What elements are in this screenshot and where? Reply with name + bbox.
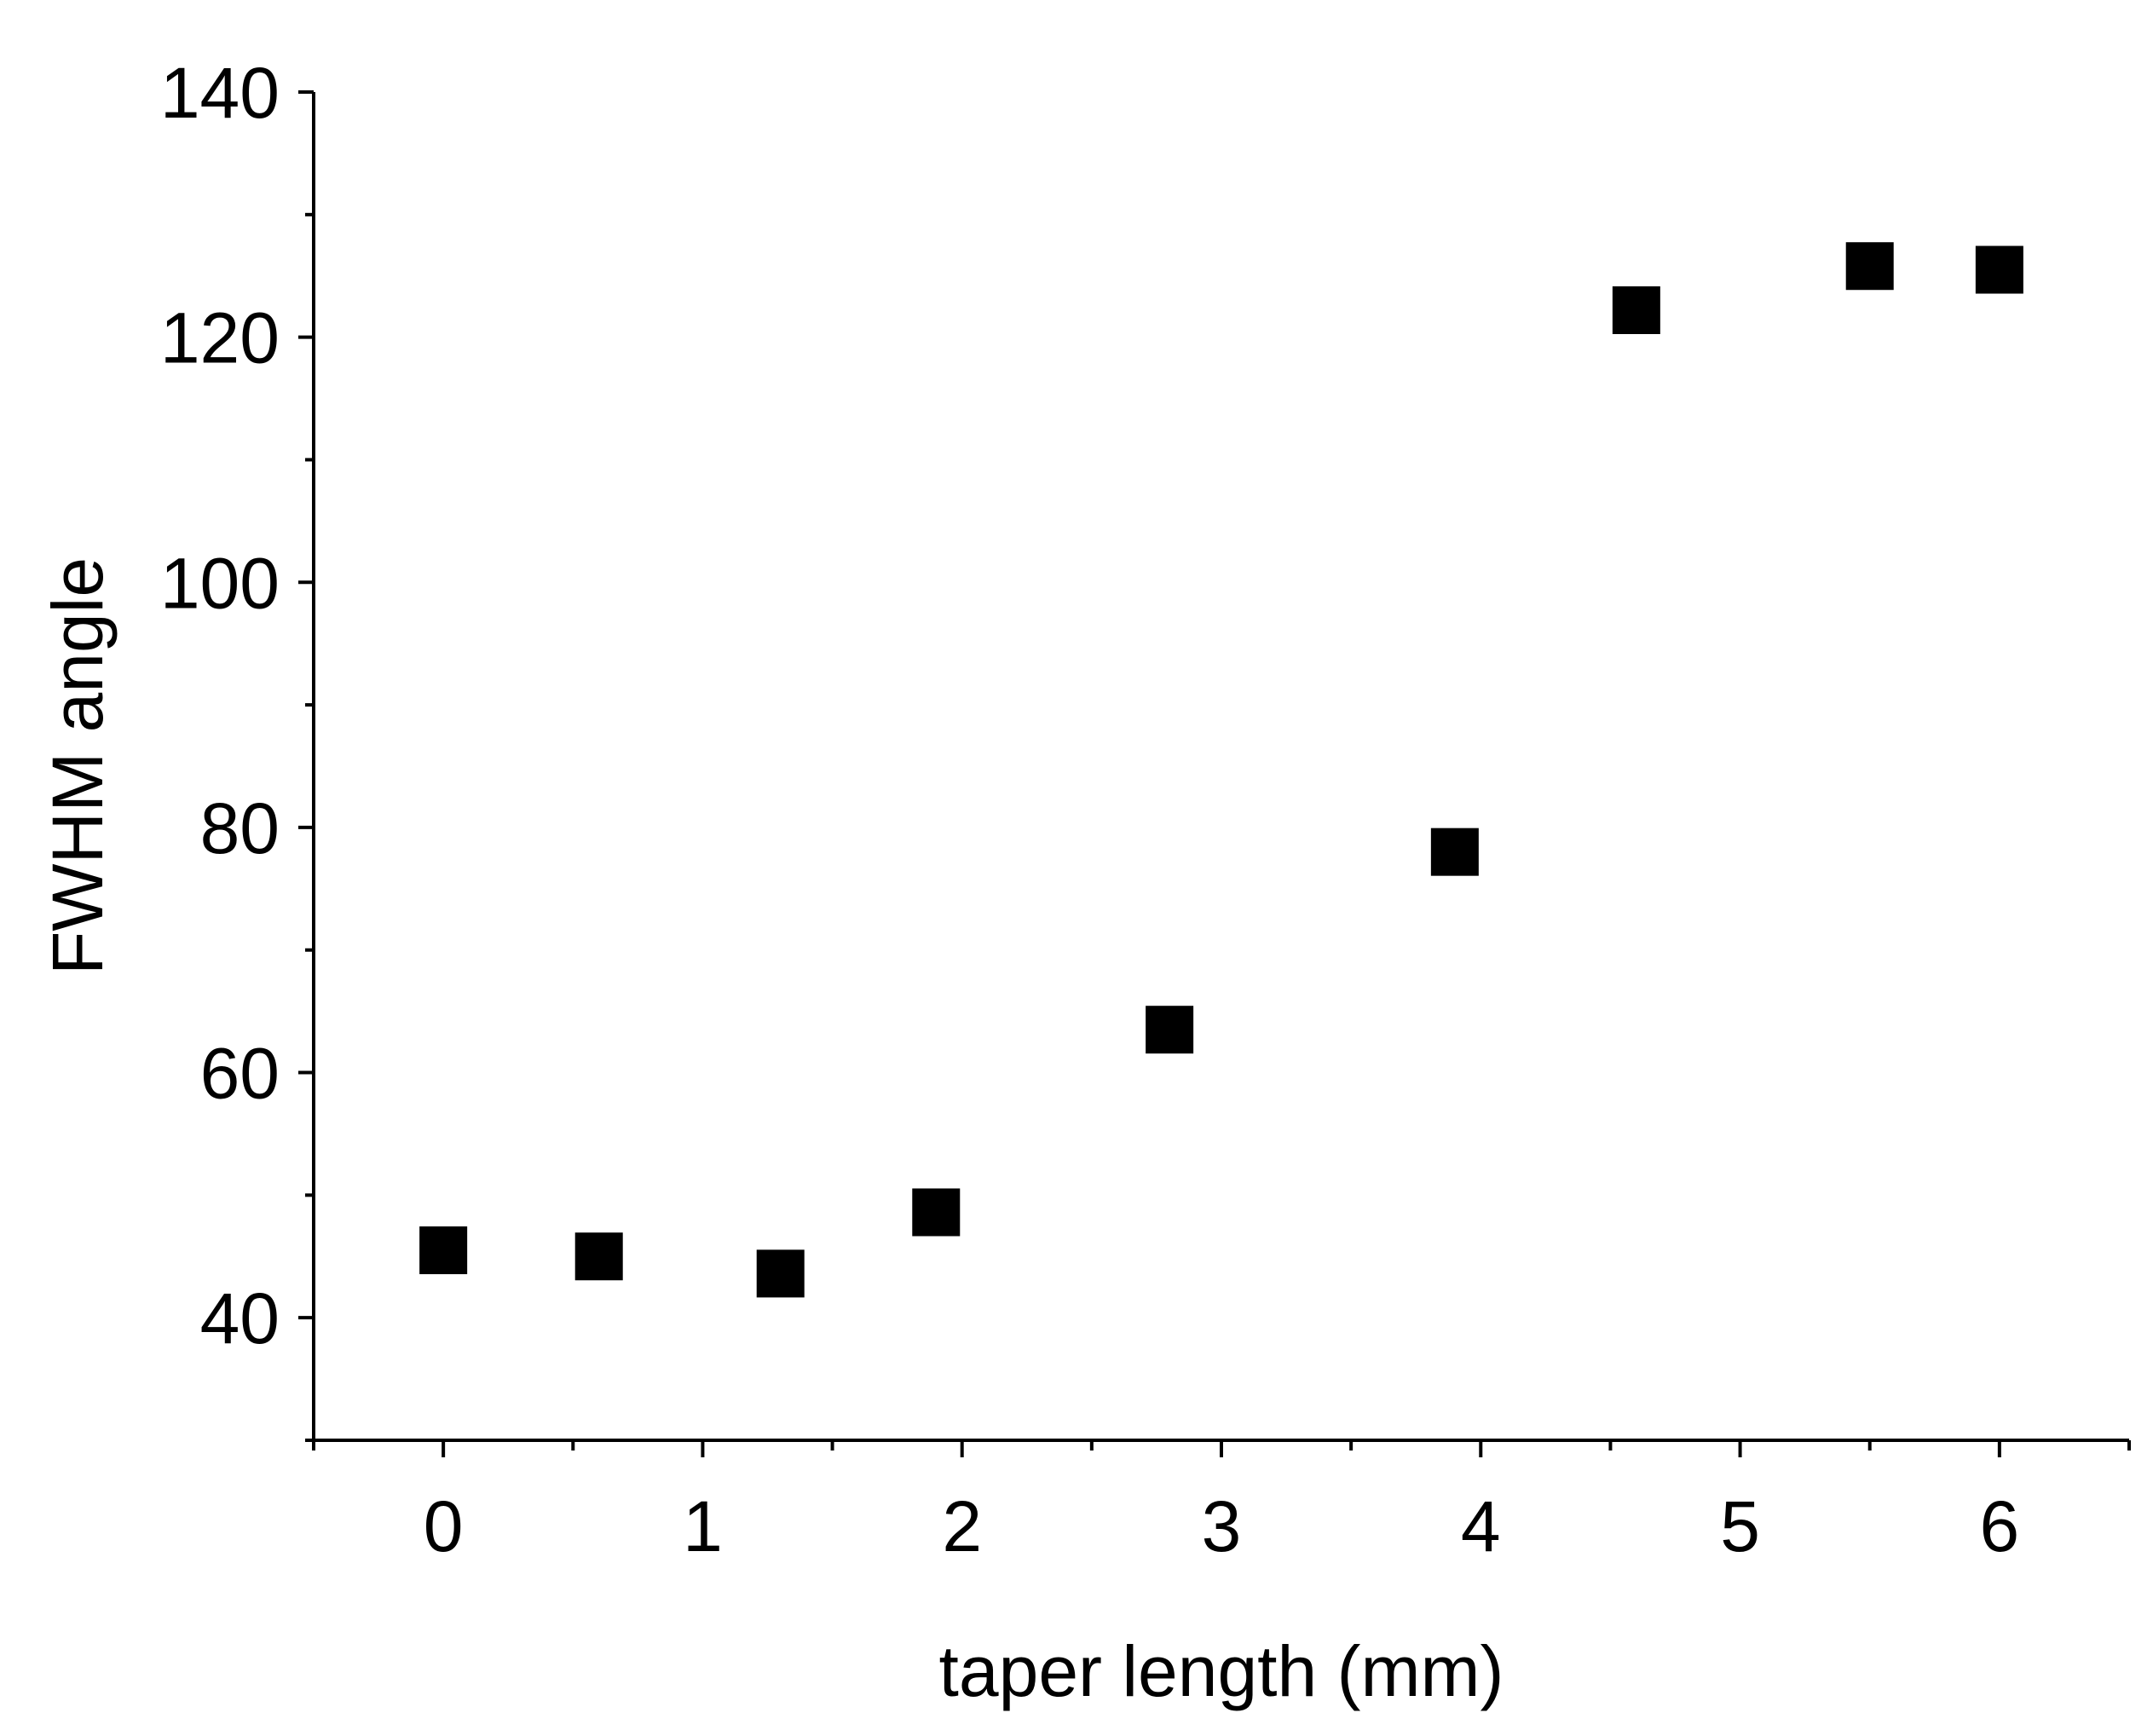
x-tick-label: 3 [1202,1486,1242,1566]
data-point [1612,285,1660,334]
y-tick-label: 120 [160,298,280,378]
x-tick-label: 5 [1720,1486,1760,1566]
y-axis-label: FWHM angle [38,557,118,975]
x-axis-label: taper length (mm) [939,1631,1504,1711]
data-point [574,1232,623,1281]
data-point [756,1249,805,1298]
x-tick-label: 1 [683,1486,723,1566]
plot-area: 40 60 80 100 120 140 0 1 2 3 4 5 6 [160,53,2131,1566]
x-tick-label: 0 [424,1486,464,1566]
data-point [1845,242,1894,291]
data-point [419,1226,468,1275]
data-point [1430,828,1479,876]
y-tick-label: 100 [160,543,280,623]
y-tick-label: 40 [200,1278,280,1358]
data-point [1975,245,2023,294]
y-tick-label: 140 [160,53,280,133]
x-tick-label: 2 [942,1486,982,1566]
data-point [1146,1006,1194,1054]
x-tick-label: 4 [1461,1486,1501,1566]
data-point [912,1188,961,1237]
y-tick-label: 80 [200,788,280,868]
x-tick-label: 6 [1979,1486,2019,1566]
y-tick-label: 60 [200,1034,280,1114]
